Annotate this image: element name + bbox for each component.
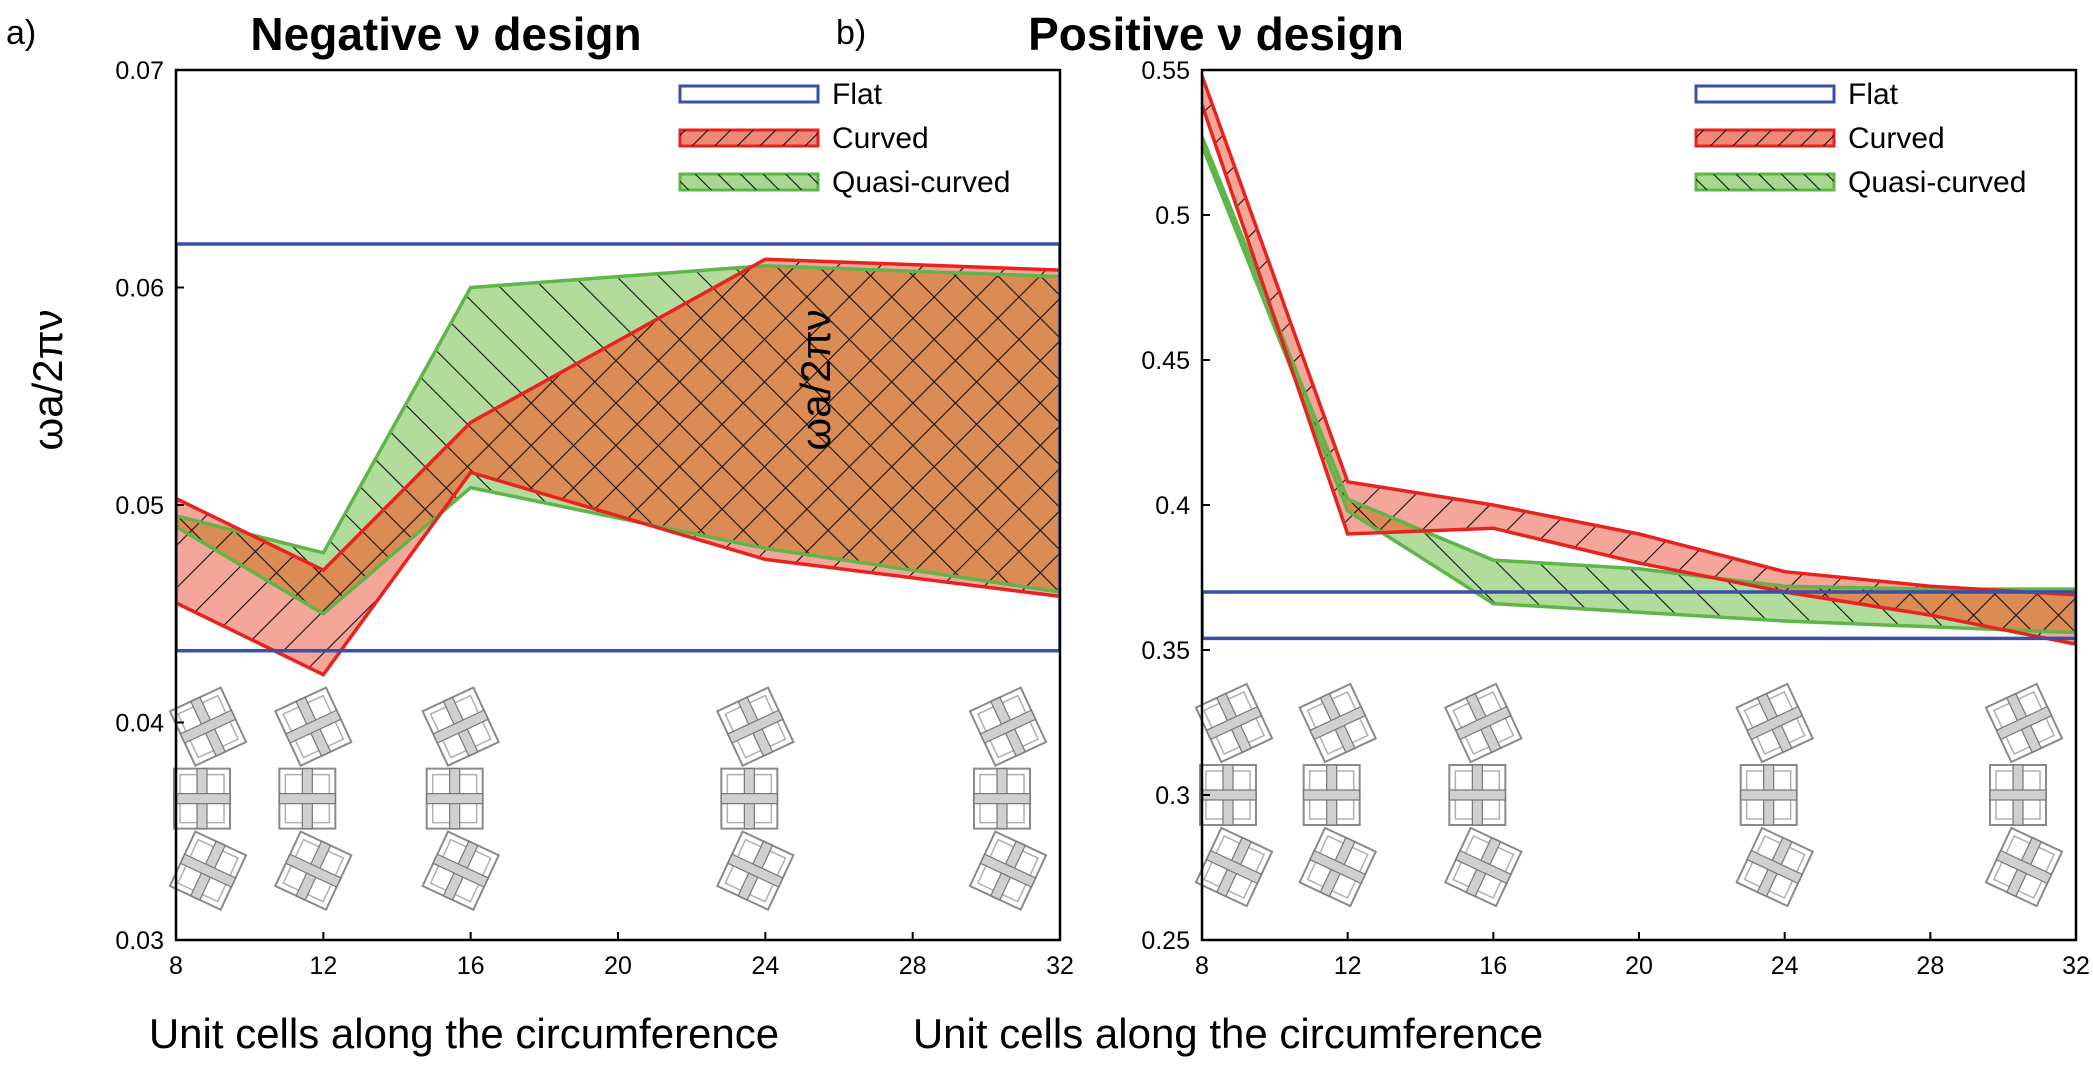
panel-a-unit-cell-chain-24 [715, 686, 795, 911]
panel-a-y-tick-label: 0.03 [115, 927, 164, 955]
panel-a-legend: Flat Curved Quasi-curved [678, 78, 1010, 199]
panel-b-y-tick-label: 0.4 [1155, 492, 1190, 520]
panel-a-y-tick-label: 0.07 [115, 57, 164, 85]
panel-a-unit-cell-chain-16 [421, 686, 501, 911]
panel-a-unit-cell-chain-32 [968, 686, 1048, 911]
panel-b-x-tick-label: 32 [2062, 952, 2090, 980]
panel-b-curved-lower-line [1202, 104, 2076, 646]
panel-b-title: Positive ν design [1028, 8, 1404, 60]
panel-a-quasi-lower-line [176, 485, 1060, 616]
panel-b-y-tick-label: 0.55 [1141, 57, 1190, 85]
panel-b-quasi-lower-line [1202, 144, 2076, 635]
panel-b-unit-cell-chain-16 [1443, 682, 1523, 908]
panel-a-x-tick-label: 32 [1046, 952, 1074, 980]
panel-a-x-tick-label: 12 [309, 952, 337, 980]
panel-b-quasi-upper-line [1202, 136, 2076, 591]
panel-b-curved-upper-line [1202, 75, 2076, 597]
panel-b-flat-band [1202, 590, 2076, 641]
panel-b-x-tick-label: 8 [1195, 952, 1209, 980]
panel-a-legend-swatch-0 [678, 84, 820, 104]
panel-a-y-tick-label: 0.04 [115, 710, 164, 738]
panel-a-x-tick-label: 16 [457, 952, 485, 980]
panel-a-flat-band [176, 242, 1060, 653]
panel-b-legend-label-1: Curved [1848, 122, 1945, 155]
panel-b-y-tick-label: 0.45 [1141, 347, 1190, 375]
panel-a-quasi-upper-line [176, 263, 1060, 555]
panel-b-x-tick-label: 12 [1334, 952, 1362, 980]
panel-b-legend: Flat Curved Quasi-curved [1694, 78, 2026, 199]
panel-a-curved-upper-line [176, 257, 1060, 573]
panel-a-y-tick-label: 0.05 [115, 492, 164, 520]
panel-a-legend-label-0: Flat [832, 78, 883, 111]
panel-b-y-tick-label: 0.3 [1155, 782, 1190, 810]
panel-a-unit-cell-chain-8 [168, 686, 248, 911]
panel-a-title: Negative ν design [250, 8, 641, 60]
panel-a-x-axis-label: Unit cells along the circumference [149, 1010, 779, 1057]
panel-b-x-tick-label: 28 [1916, 952, 1944, 980]
panel-b-unit-cell-chain-8 [1194, 682, 1274, 908]
panel-b-y-tick-label: 0.5 [1155, 202, 1190, 230]
panel-b-y-axis-label: ωa/2πν [792, 309, 839, 450]
panel-b-y-tick-label: 0.25 [1141, 927, 1190, 955]
panel-a-x-tick-label: 28 [899, 952, 927, 980]
panel-b-x-tick-label: 20 [1625, 952, 1653, 980]
panel-b-unit-cell-chain-12 [1298, 682, 1378, 908]
panel-b-legend-swatch-0 [1694, 84, 1836, 104]
panel-b-x-tick-label: 24 [1771, 952, 1799, 980]
panel-b-x-tick-label: 16 [1479, 952, 1507, 980]
panel-a-x-tick-label: 24 [751, 952, 779, 980]
panel-b-legend-label-0: Flat [1848, 78, 1899, 111]
panel-a-x-tick-label: 20 [604, 952, 632, 980]
panel-b-plot-area: 8 12 16 20 24 28 32 0.25 0.3 0.35 0.4 0.45 0.5 0.55 Fl… [1141, 57, 2090, 980]
panel-a-y-tick-label: 0.06 [115, 275, 164, 303]
panel-b-legend-label-2: Quasi-curved [1848, 166, 2026, 199]
panel-b-y-tick-label: 0.35 [1141, 637, 1190, 665]
panel-b-unit-cell-chain-32 [1984, 682, 2064, 908]
panel-a-unit-cell-chain-12 [273, 686, 353, 911]
panel-b-unit-cell-chain-24 [1735, 682, 1815, 908]
panel-b-x-axis-label: Unit cells along the circumference [913, 1010, 1543, 1057]
panel-a-y-axis-label: ωa/2πν [24, 309, 71, 450]
panel-a-letter: a) [6, 14, 36, 52]
panel-a-plot-area: 8 12 16 20 24 28 32 0.03 0.04 0.05 0.06 0.07 Flat Cur… [115, 57, 1074, 980]
panel-a-legend-label-2: Quasi-curved [832, 166, 1010, 199]
panel-b-letter: b) [836, 14, 866, 52]
panel-a-legend-label-1: Curved [832, 122, 929, 155]
panel-a-x-tick-label: 8 [169, 952, 183, 980]
panel-b-curved-hatch [1202, 75, 2076, 645]
